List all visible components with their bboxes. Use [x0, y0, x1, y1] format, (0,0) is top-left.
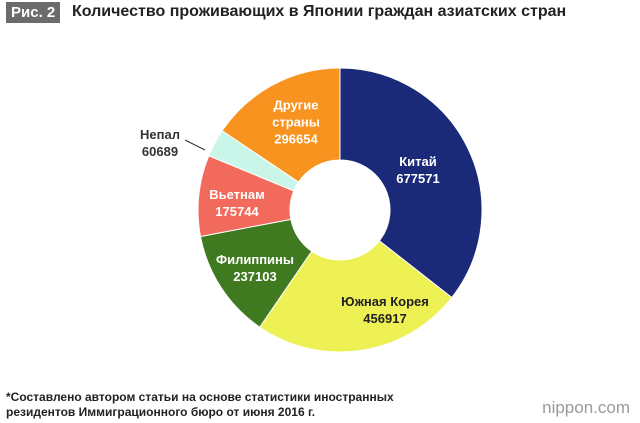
donut-slice — [259, 240, 453, 353]
category-label: Непал — [140, 127, 180, 142]
value-label: 677571 — [396, 171, 440, 186]
footnote: *Составлено автором статьи на основе ста… — [6, 390, 394, 419]
category-label: Вьетнам — [209, 187, 265, 202]
category-label: Южная Корея — [341, 294, 429, 309]
slice-label: Китай 677571 — [358, 153, 478, 187]
donut-slice — [221, 67, 341, 183]
category-label: Китай — [399, 154, 437, 169]
chart-title: Количество проживающих в Японии граждан … — [72, 3, 567, 20]
value-label: 175744 — [215, 204, 259, 219]
figure-badge: Рис. 2 — [6, 2, 61, 23]
slice-label: Непал 60689 — [110, 126, 210, 160]
logo: nippon.com — [542, 398, 630, 417]
category-label: Другие страны — [272, 97, 320, 130]
leader-line — [184, 139, 206, 151]
value-label: 60689 — [141, 144, 179, 159]
slice-label: Южная Корея 456917 — [315, 293, 455, 327]
donut-slice — [339, 67, 483, 299]
donut-slice — [199, 218, 313, 328]
value-label: 296654 — [274, 131, 318, 147]
slice-label: Вьетнам 175744 — [187, 186, 287, 220]
category-label: Филиппины — [216, 252, 294, 267]
value-label: 456917 — [363, 311, 407, 326]
slice-label: Другие страны 296654 — [261, 97, 331, 148]
slice-label: Филиппины 237103 — [195, 251, 315, 285]
value-label: 237103 — [233, 269, 277, 284]
